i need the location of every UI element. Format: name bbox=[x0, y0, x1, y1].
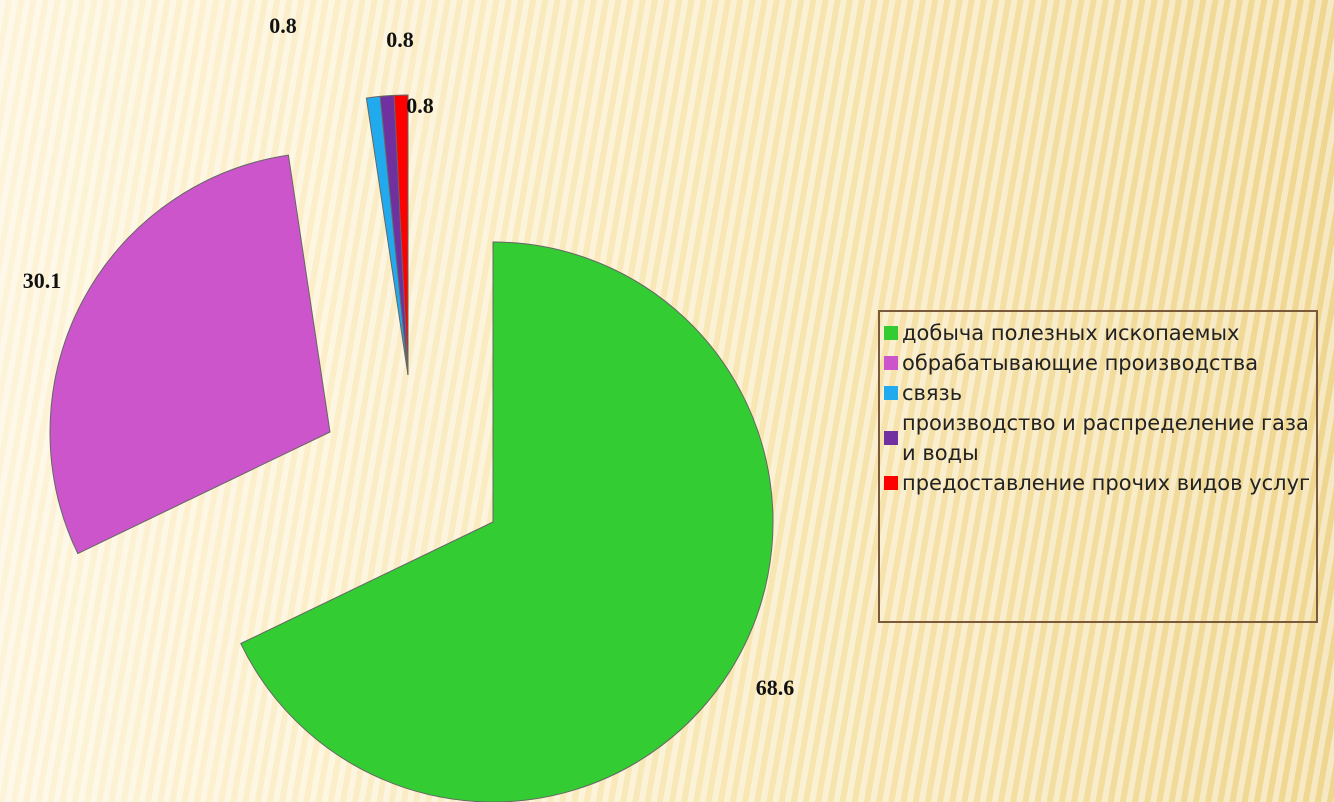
pie-slice bbox=[49, 154, 331, 555]
legend-swatch bbox=[884, 431, 898, 445]
legend-item: предоставление прочих видов услуг bbox=[884, 468, 1312, 498]
legend-swatch bbox=[884, 386, 898, 400]
legend-label: обрабатывающие производства bbox=[902, 351, 1259, 375]
legend-label: производство и распределение газа и воды bbox=[902, 411, 1309, 465]
legend-label: предоставление прочих видов услуг bbox=[902, 471, 1311, 495]
pie-slice bbox=[393, 94, 409, 376]
data-label: 0.8 bbox=[406, 93, 434, 118]
legend-item: обрабатывающие производства bbox=[884, 348, 1312, 378]
legend-label: связь bbox=[902, 381, 963, 405]
data-label: 0.8 bbox=[269, 13, 297, 38]
pie-slice bbox=[240, 241, 774, 802]
legend: добыча полезных ископаемых обрабатывающие… bbox=[878, 310, 1318, 623]
legend-swatch bbox=[884, 326, 898, 340]
legend-label: добыча полезных ископаемых bbox=[902, 321, 1240, 345]
data-label: 68.6 bbox=[756, 675, 795, 700]
legend-item: связь bbox=[884, 378, 1312, 408]
legend-item: производство и распределение газа и воды bbox=[884, 408, 1312, 468]
legend-item: добыча полезных ископаемых bbox=[884, 318, 1312, 348]
legend-swatch bbox=[884, 476, 898, 490]
data-label: 30.1 bbox=[23, 268, 62, 293]
data-label: 0.8 bbox=[386, 27, 414, 52]
legend-swatch bbox=[884, 356, 898, 370]
